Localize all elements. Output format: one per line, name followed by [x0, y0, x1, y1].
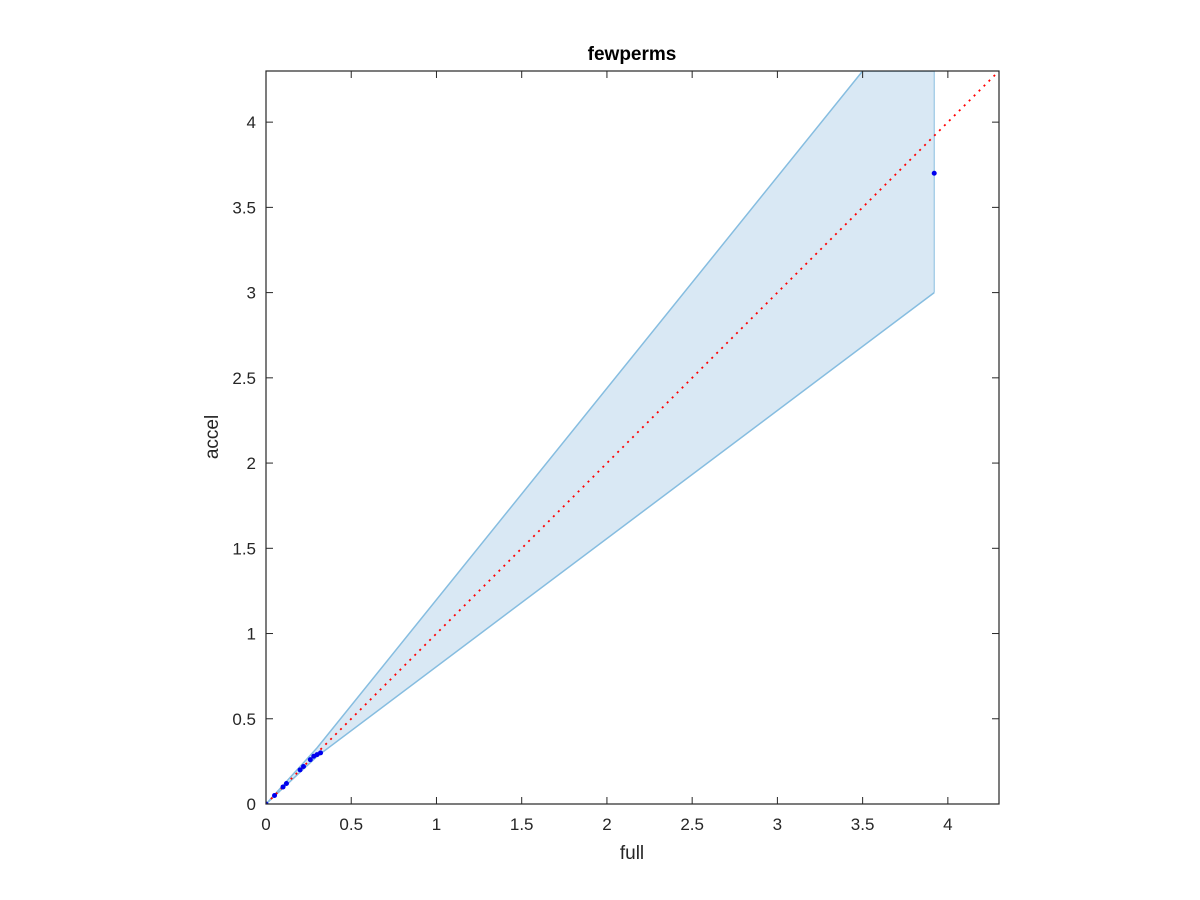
data-point	[280, 784, 286, 790]
data-point	[931, 170, 937, 176]
x-tick-label: 0.5	[339, 815, 363, 834]
identity-line	[266, 71, 999, 804]
y-tick-label: 4	[247, 113, 256, 132]
y-tick-label: 0.5	[232, 710, 256, 729]
y-tick-label: 2	[247, 454, 256, 473]
data-point	[301, 763, 307, 769]
data-point	[272, 792, 278, 798]
x-tick-label: 4	[943, 815, 952, 834]
x-tick-label: 3.5	[851, 815, 875, 834]
y-tick-label: 2.5	[232, 369, 256, 388]
plot-area	[266, 71, 999, 804]
x-tick-label: 2.5	[680, 815, 704, 834]
y-tick-label: 3.5	[232, 198, 256, 217]
data-point	[318, 750, 324, 756]
data-point	[266, 801, 269, 804]
axes-box	[265, 70, 1000, 805]
confidence-band	[266, 71, 935, 804]
x-tick-label: 3	[773, 815, 782, 834]
x-tick-label: 0	[261, 815, 270, 834]
y-axis-label: accel	[202, 415, 223, 459]
data-point	[283, 781, 289, 787]
data-point	[307, 757, 313, 763]
data-point	[297, 767, 303, 773]
plot-content	[266, 71, 999, 804]
x-tick-label: 2	[602, 815, 611, 834]
band-upper-edge	[266, 71, 935, 804]
y-tick-label: 3	[247, 284, 256, 303]
x-tick-label: 1.5	[510, 815, 534, 834]
y-tick-label: 1	[247, 625, 256, 644]
x-axis-label: full	[620, 843, 644, 864]
axes: 0 0.5 1 1.5 2 2.5 3 3.5 4 0 0.5 1 1.5 2 2.5 3 3.5 4	[232, 70, 1000, 834]
x-tick-label: 1	[432, 815, 441, 834]
y-tick-label: 1.5	[232, 539, 256, 558]
y-tick-label: 0	[247, 795, 256, 814]
chart-title: fewperms	[588, 44, 677, 65]
